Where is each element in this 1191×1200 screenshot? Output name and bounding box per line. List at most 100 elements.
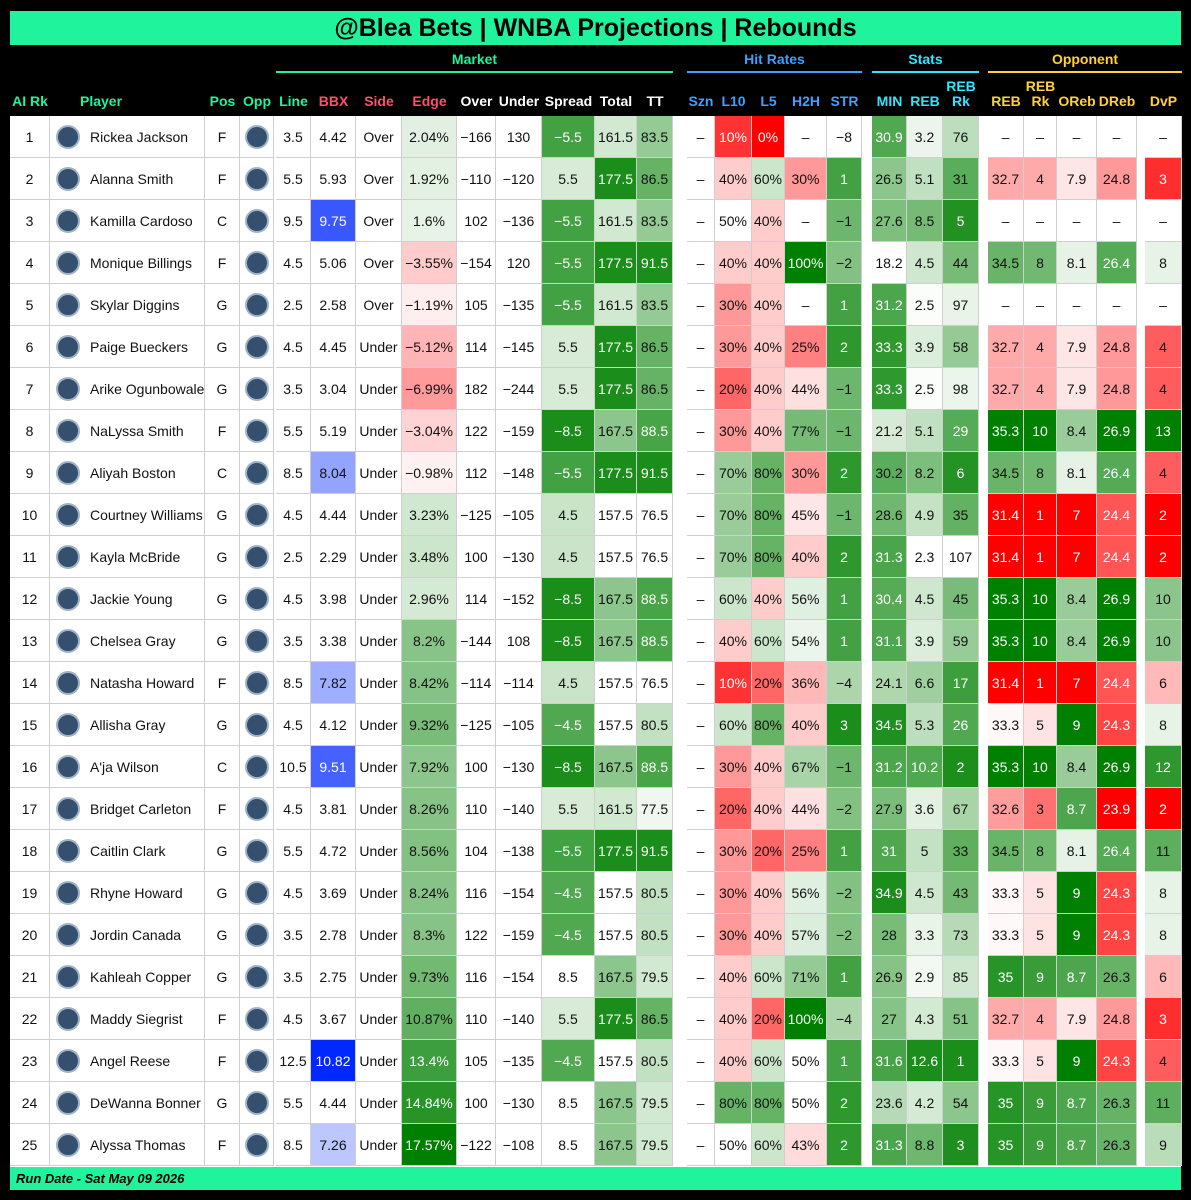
cell: −166 [457, 116, 496, 158]
cell: 80.5 [637, 872, 673, 914]
cell: 8 [1145, 914, 1182, 956]
cell: Under [356, 494, 402, 536]
cell: 2.5 [276, 284, 311, 326]
cell: 2 [1145, 788, 1182, 830]
cell: 5.5 [542, 998, 595, 1040]
player-cell: Paige Bueckers [50, 326, 205, 368]
cell: 30% [785, 158, 827, 200]
player-cell: Courtney Williams [50, 494, 205, 536]
cell: 12 [1145, 746, 1182, 788]
cell: 9.75 [311, 200, 356, 242]
team-logo [56, 1006, 80, 1031]
cell: 10 [1145, 620, 1182, 662]
cell: 3.69 [311, 872, 356, 914]
cell: 4.12 [311, 704, 356, 746]
cell: −8.5 [542, 620, 595, 662]
cell: 167.5 [595, 578, 637, 620]
cell: 4.5 [907, 578, 943, 620]
opponent-logo-cell [240, 704, 274, 746]
cell: 35.3 [988, 578, 1024, 620]
cell: 33.3 [988, 1040, 1024, 1082]
cell: 60% [752, 158, 785, 200]
cell: 9 [1145, 1124, 1182, 1166]
cell: – [1097, 200, 1137, 242]
cell: – [785, 116, 827, 158]
cell: 26.9 [1097, 746, 1137, 788]
footer: Run Date - Sat May 09 2026 [10, 1167, 1181, 1190]
cell: 60% [752, 620, 785, 662]
cell: G [205, 326, 240, 368]
cell: 60% [715, 578, 752, 620]
cell: F [205, 1124, 240, 1166]
cell: 9.32% [402, 704, 457, 746]
cell: 80.5 [637, 704, 673, 746]
cell: 44 [943, 242, 979, 284]
cell: 2.29 [311, 536, 356, 578]
cell: 26.3 [1097, 1124, 1137, 1166]
player-cell: Kahleah Copper [50, 956, 205, 998]
cell: −145 [496, 326, 542, 368]
cell: −140 [496, 998, 542, 1040]
cell: −1 [827, 410, 862, 452]
cell: −5.5 [542, 116, 595, 158]
player-name: Bridget Carleton [90, 800, 192, 817]
team-logo [56, 922, 80, 947]
cell: 24 [10, 1082, 50, 1124]
cell: 34.9 [872, 872, 907, 914]
opponent-logo-cell [240, 1124, 274, 1166]
player-cell: Kamilla Cardoso [50, 200, 205, 242]
cell: Under [356, 872, 402, 914]
cell: 35.3 [988, 410, 1024, 452]
cell: G [205, 872, 240, 914]
column-header: Spread [544, 93, 593, 109]
cell: 2.58 [311, 284, 356, 326]
cell: 8 [1024, 242, 1057, 284]
cell: 3.2 [907, 116, 943, 158]
cell: 1 [827, 578, 862, 620]
team-logo [244, 796, 269, 821]
player-name: Maddy Siegrist [90, 1010, 183, 1027]
cell: 85 [943, 956, 979, 998]
cell: 7.82 [311, 662, 356, 704]
cell: 31 [872, 830, 907, 872]
cell: 33.3 [988, 914, 1024, 956]
cell: 24.4 [1097, 536, 1137, 578]
cell: 40% [752, 872, 785, 914]
cell: 8.1 [1057, 830, 1097, 872]
cell: 30% [785, 452, 827, 494]
cell: −120 [496, 158, 542, 200]
cell: 1 [943, 1040, 979, 1082]
cell: Under [356, 368, 402, 410]
cell: 2.3 [907, 536, 943, 578]
team-logo [56, 712, 80, 737]
cell: – [785, 200, 827, 242]
cell: F [205, 662, 240, 704]
cell: 4.9 [907, 494, 943, 536]
cell: – [988, 116, 1024, 158]
cell: 80% [752, 704, 785, 746]
cell: −105 [496, 704, 542, 746]
cell: 8.7 [1057, 956, 1097, 998]
cell: 1 [10, 116, 50, 158]
cell: 105 [457, 1040, 496, 1082]
cell: 18.2 [872, 242, 907, 284]
cell: 56% [785, 872, 827, 914]
cell: 1.6% [402, 200, 457, 242]
opponent-logo-cell [240, 158, 274, 200]
opponent-logo-cell [240, 200, 274, 242]
cell: 5 [1024, 914, 1057, 956]
cell: 79.5 [637, 956, 673, 998]
cell: 7 [1057, 536, 1097, 578]
column-header: DReb [1098, 93, 1136, 109]
cell: −1 [827, 368, 862, 410]
cell: 177.5 [595, 452, 637, 494]
cell: −8.5 [542, 578, 595, 620]
cell: 40% [752, 578, 785, 620]
opponent-logo-cell [240, 746, 274, 788]
cell: 40% [752, 200, 785, 242]
cell: G [205, 536, 240, 578]
cell: 2.75 [311, 956, 356, 998]
cell: 6 [10, 326, 50, 368]
team-logo [56, 124, 80, 149]
